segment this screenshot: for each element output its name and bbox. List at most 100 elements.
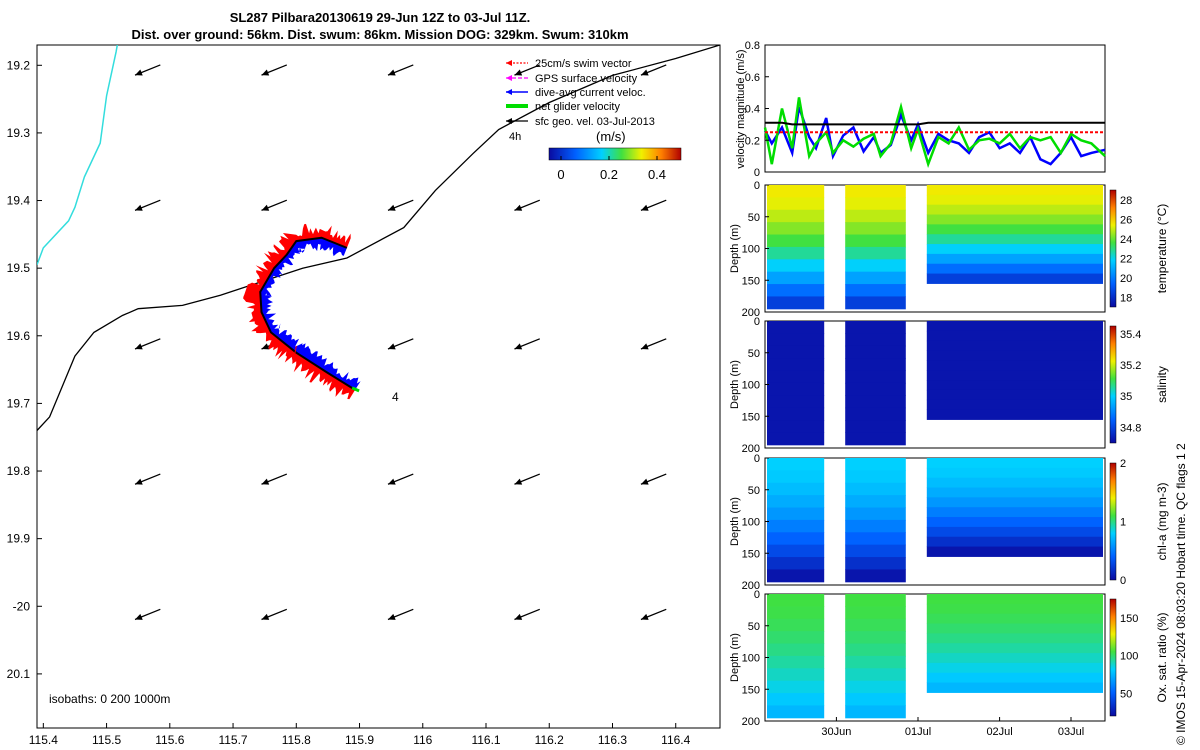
section-cell [767,668,825,682]
section-cell [845,259,906,273]
velocity-y-tick-label: 0.8 [745,40,760,52]
section-cell [926,477,1103,489]
velocity-panel: 0 0.2 0.4 0.6 0.8 velocity magnitude (m/s) [735,40,1106,179]
section-cell [926,360,1103,371]
section-cell [845,321,906,334]
section-cell [926,321,1103,332]
legend-label-dive: dive-avg current veloc. [535,87,646,99]
geo-vector-head [135,478,143,485]
section-cell [767,693,825,706]
section-cell [845,345,906,359]
map-x-tick-label: 115.8 [282,733,311,747]
section-colorbar-label: salinity [1155,366,1169,403]
map-x-axis: 115.4 115.5 115.6 115.7 115.8 115.9 116 116.1 11… [29,723,691,747]
section-cell [845,458,906,471]
section-cell [845,693,906,706]
geo-vector-head [514,69,523,76]
section-cell [926,682,1103,693]
map-y-tick-label: 19.4 [7,194,31,208]
section-y-tick-label: 50 [748,621,760,633]
section-y-tick-label: 50 [748,348,760,360]
section-cell [845,643,906,657]
map-y-tick-label: 19.8 [7,464,31,478]
section-colorbar-tick-label: 34.8 [1120,422,1141,434]
section-cell [845,382,906,396]
section-y-tick-label: 100 [742,380,760,392]
current-vector-envelope [260,237,361,390]
map-y-tick-label: 19.9 [7,532,31,546]
section-cell [845,532,906,546]
geo-vector-head [514,613,523,620]
section-cell [926,370,1103,381]
section-cell [767,569,825,583]
map-y-tick-label: 19.5 [7,261,31,275]
geo-vector-head [135,613,143,620]
section-cell [845,370,906,384]
section-cell [845,631,906,645]
legend-item-geo: sfc geo. vel. 03-Jul-2013 [506,116,655,128]
map-x-tick-label: 116.1 [471,733,500,747]
section-cell [845,482,906,496]
section-cell [845,495,906,509]
section-cell [767,495,825,509]
section-cell [767,284,825,297]
section-cell [926,224,1103,235]
section-cell [767,680,825,694]
legend-item-gps: GPS surface velocity [506,73,638,85]
section-cell [926,613,1103,625]
section-cell [767,333,825,347]
section-cell [926,389,1103,401]
section-colorbar-tick-label: 20 [1120,273,1132,285]
velocity-frame [764,44,1106,173]
section-cell [767,185,825,198]
section-y-tick-label: 200 [742,580,760,592]
legend-arrowhead-gps [506,75,512,81]
section-x-tick-label: 30Jun [821,726,851,738]
section-cell [767,259,825,273]
swim-vector-arrow [292,345,297,363]
geo-vector-head [261,69,270,76]
section-cell [926,263,1103,275]
section-y-label: Depth (m) [729,224,741,273]
section-colorbar-tick-label: 35 [1120,391,1132,403]
geo-vector-head [514,478,523,485]
section-y-label: Depth (m) [729,360,741,409]
section-cell [926,399,1103,411]
section-cell [767,544,825,558]
section-cell [845,185,906,198]
geo-vector-head [387,204,396,211]
section-cell [926,594,1103,605]
section-cell [767,209,825,223]
section-colorbar-tick-label: 22 [1120,253,1132,265]
section-cell [926,185,1103,196]
section-cell [926,458,1103,469]
speed-colorbar [548,147,682,161]
velocity-series [763,97,1106,169]
section-cell [845,507,906,521]
isobaths-label: isobaths: 0 200 1000m [49,692,170,706]
section-cell [845,271,906,285]
section-cell [767,705,825,719]
velocity-y-tick-label: 0.4 [745,104,760,116]
section-cell [767,234,825,248]
section-colorbar-tick-label: 28 [1120,195,1132,207]
section-cell [845,680,906,694]
section-cell [845,705,906,719]
section-colorbar-tick-label: 35.2 [1120,360,1141,372]
velocity-y-tick-label: 0 [754,167,760,179]
section-cell [767,345,825,359]
legend-label-net: net glider velocity [535,101,620,113]
section-cell [926,204,1103,216]
geo-vector-head [640,613,649,620]
section-cell [845,655,906,669]
section-cell [767,606,825,620]
section-cell [767,557,825,570]
section-colorbar-label: temperature (°C) [1155,204,1169,294]
geo-vector-head [261,478,270,485]
swim-vector-envelope [243,223,356,400]
section-cell [926,603,1103,615]
velocity-y-tick-label: 0.2 [745,135,760,147]
map-x-tick-label: 115.5 [92,733,121,747]
